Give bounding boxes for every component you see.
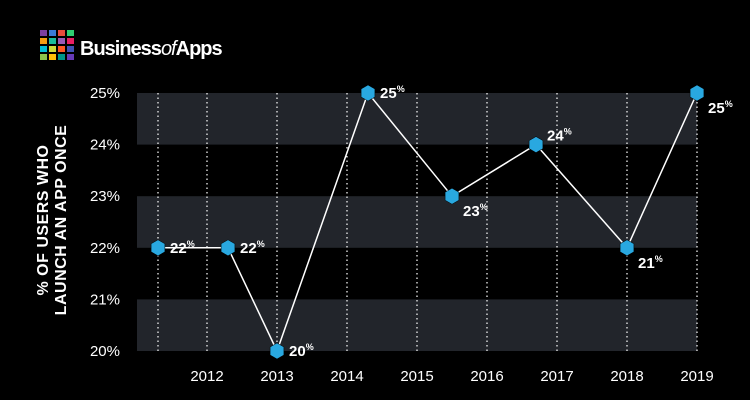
logo-square [67,38,74,44]
data-label: 24% [547,127,572,145]
logo-square [49,30,56,36]
data-point [689,84,705,102]
logo-square [67,30,74,36]
y-tick-label: 23% [90,188,120,205]
x-tick-label: 2013 [260,368,293,385]
data-label: 25% [380,84,405,102]
y-axis-label-line2: LAUNCH AN APP ONCE [53,125,70,316]
logo-square [40,30,47,36]
logo-square [40,54,47,60]
y-tick-label: 24% [90,137,120,154]
x-tick-label: 2015 [400,368,433,385]
logo-square [58,38,65,44]
data-point [444,187,460,205]
data-point [528,136,544,153]
data-label: 20% [289,342,314,360]
brand-name: BusinessofApps [80,38,223,60]
logo-square [40,46,47,52]
series-line [158,91,698,353]
data-label: 22% [240,239,265,257]
data-label: 21% [638,254,663,272]
x-tick-label: 2017 [540,368,573,385]
logo-square [49,38,56,44]
x-tick-label: 2019 [680,368,713,385]
grid-band [137,196,697,248]
x-tick-label: 2016 [470,368,503,385]
y-tick-label: 20% [90,343,120,360]
logo-square [40,38,47,44]
logo-square [58,46,65,52]
plot-area: 20% 21% 22% 23% 24% 25% 2012 2013 2014 2015 2016 20… [90,84,733,385]
x-tick-label: 2018 [610,368,643,385]
logo-square [49,54,56,60]
y-axis-label: % OF USERS WHO LAUNCH AN APP ONCE [35,125,70,316]
grid-band [137,93,697,145]
logo-square [58,54,65,60]
x-tick-label: 2014 [330,368,363,385]
data-label: 23% [463,202,488,220]
data-point [220,239,236,257]
y-tick-label: 21% [90,291,120,308]
logo-square [67,54,74,60]
y-axis-label-line1: % OF USERS WHO [35,144,52,295]
x-tick-label: 2012 [190,368,223,385]
data-point [269,342,285,360]
logo-square [49,46,56,52]
data-label: 25% [708,99,733,117]
data-point [150,239,166,257]
grid-band [137,299,697,351]
data-point [619,239,635,257]
logo-square [58,30,65,36]
data-label: 22% [170,239,195,257]
logo-square [67,46,74,52]
y-tick-label: 22% [90,240,120,257]
data-point [360,84,376,102]
brand-logo [40,30,74,60]
y-tick-label: 25% [90,85,120,102]
